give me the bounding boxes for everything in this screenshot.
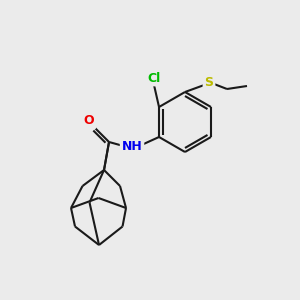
- Text: S: S: [205, 76, 214, 88]
- Text: O: O: [84, 115, 94, 128]
- Text: NH: NH: [122, 140, 142, 154]
- Text: Cl: Cl: [147, 71, 161, 85]
